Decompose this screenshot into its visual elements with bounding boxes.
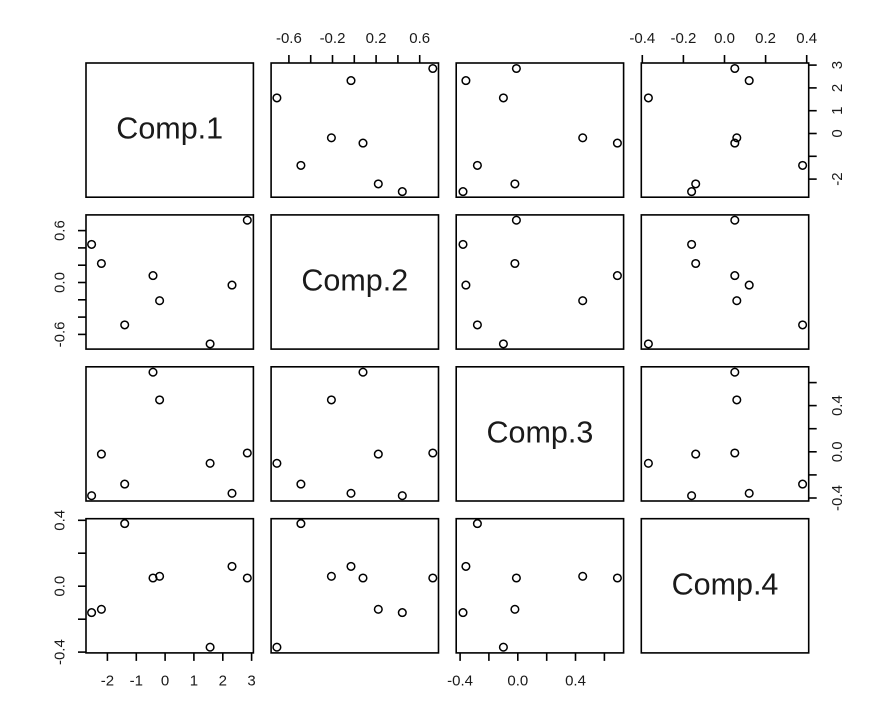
svg-text:-0.2: -0.2 [670,30,696,47]
svg-text:0.2: 0.2 [366,30,387,47]
svg-text:3: 3 [829,61,846,69]
svg-text:0.0: 0.0 [507,672,528,689]
svg-text:Comp.1: Comp.1 [116,112,223,146]
svg-text:0.4: 0.4 [829,395,846,416]
svg-text:0.4: 0.4 [52,510,69,531]
svg-text:Comp.4: Comp.4 [672,567,779,601]
svg-text:2: 2 [829,84,846,92]
svg-text:-0.4: -0.4 [629,30,655,47]
svg-text:-0.6: -0.6 [276,30,302,47]
svg-text:-1: -1 [130,672,143,689]
svg-text:0.6: 0.6 [409,30,430,47]
svg-text:0.4: 0.4 [565,672,586,689]
svg-text:2: 2 [219,672,227,689]
svg-text:0: 0 [829,129,846,137]
svg-text:-0.4: -0.4 [52,639,69,665]
svg-text:1: 1 [190,672,198,689]
svg-text:Comp.3: Comp.3 [487,416,594,450]
svg-text:0.0: 0.0 [52,272,69,293]
svg-text:-0.2: -0.2 [320,30,346,47]
svg-text:3: 3 [247,672,255,689]
svg-text:0.0: 0.0 [714,30,735,47]
svg-text:Comp.2: Comp.2 [301,264,408,298]
svg-text:0.2: 0.2 [755,30,776,47]
svg-text:0: 0 [161,672,169,689]
svg-text:-0.4: -0.4 [447,672,473,689]
svg-text:0.0: 0.0 [829,441,846,462]
svg-text:0.6: 0.6 [52,220,69,241]
svg-text:1: 1 [829,107,846,115]
svg-text:0.0: 0.0 [52,576,69,597]
svg-text:-0.4: -0.4 [829,485,846,511]
svg-text:-2: -2 [101,672,114,689]
svg-text:-0.6: -0.6 [52,321,69,347]
svg-text:0.4: 0.4 [796,30,817,47]
svg-text:-2: -2 [829,172,846,185]
